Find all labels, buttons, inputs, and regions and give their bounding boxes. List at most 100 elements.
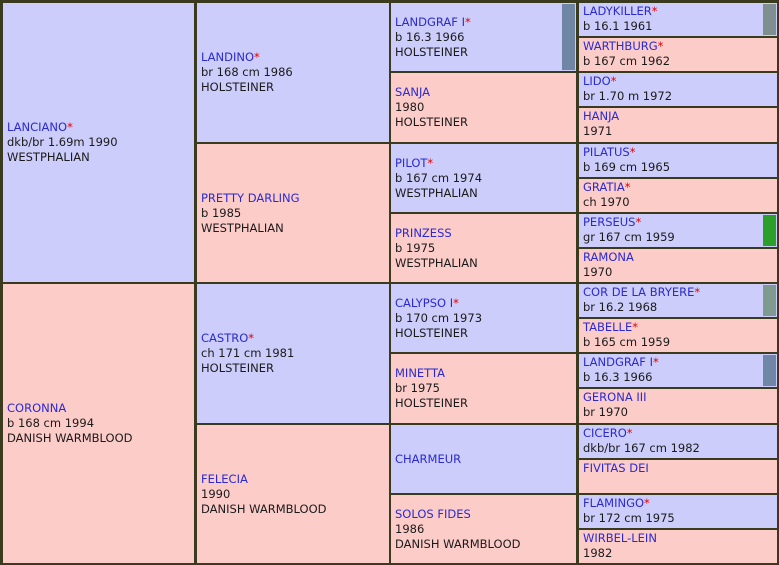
horse-name-link[interactable]: FIVITAS DEI	[583, 461, 649, 475]
horse-info: PRETTY DARLING b 1985 WESTPHALIAN	[201, 191, 300, 236]
horse-cell-warthburg: WARTHBURG* b 167 cm 1962	[579, 38, 777, 71]
star-icon: *	[626, 426, 633, 440]
star-icon: *	[635, 215, 642, 229]
horse-name-link[interactable]: SANJA	[395, 85, 431, 99]
star-icon: *	[632, 320, 638, 334]
horse-name-link[interactable]: WARTHBURG	[583, 39, 658, 53]
horse-details: 1970	[583, 265, 613, 279]
horse-details: br 168 cm 1986	[201, 65, 293, 79]
horse-info: HANJA 1971	[583, 109, 619, 139]
horse-details: br 16.2 1968	[583, 300, 658, 314]
horse-name-link[interactable]: CHARMEUR	[395, 452, 462, 466]
horse-name-link[interactable]: LIDO	[583, 74, 611, 88]
horse-name-link[interactable]: CALYPSO I	[395, 296, 454, 310]
horse-details: 1971	[583, 124, 613, 138]
horse-breed: HOLSTEINER	[201, 361, 274, 375]
horse-info: CALYPSO I* b 170 cm 1973 HOLSTEINER	[395, 296, 482, 341]
horse-cell-calypso-i: CALYPSO I* b 170 cm 1973 HOLSTEINER	[391, 284, 576, 352]
horse-cell-lanciano: LANCIANO* dkb/br 1.69m 1990 WESTPHALIAN	[3, 3, 194, 282]
horse-cell-ladykiller: LADYKILLER* b 16.1 1961	[579, 3, 777, 36]
horse-info: FLAMINGO* br 172 cm 1975	[583, 496, 675, 526]
horse-details: ch 1970	[583, 195, 630, 209]
horse-name-link[interactable]: COR DE LA BRYERE	[583, 285, 695, 299]
horse-breed: WESTPHALIAN	[7, 150, 90, 164]
horse-name-link[interactable]: FLAMINGO	[583, 496, 645, 510]
horse-name-link[interactable]: CORONNA	[7, 401, 67, 415]
horse-info: LADYKILLER* b 16.1 1961	[583, 4, 658, 34]
horse-name-link[interactable]: SOLOS FIDES	[395, 507, 471, 521]
horse-details: b 165 cm 1959	[583, 335, 671, 349]
color-marker	[763, 215, 776, 246]
color-marker	[562, 4, 575, 70]
star-icon: *	[694, 285, 701, 299]
horse-breed: DANISH WARMBLOOD	[395, 537, 521, 551]
horse-info: PILATUS* b 169 cm 1965	[583, 145, 670, 175]
horse-name-link[interactable]: PILATUS	[583, 145, 630, 159]
horse-details: b 170 cm 1973	[395, 311, 483, 325]
horse-name-link[interactable]: LANDINO	[201, 50, 255, 64]
horse-info: LIDO* br 1.70 m 1972	[583, 74, 672, 104]
horse-details: b 1975	[395, 241, 436, 255]
horse-details: b 16.3 1966	[583, 370, 653, 384]
horse-name-link[interactable]: HANJA	[583, 109, 620, 123]
horse-name-link[interactable]: LADYKILLER	[583, 4, 652, 18]
horse-name-link[interactable]: PRETTY DARLING	[201, 191, 300, 205]
horse-cell-gerona-iii: GERONA III br 1970	[579, 389, 777, 423]
horse-details: br 1.70 m 1972	[583, 89, 673, 103]
horse-name-link[interactable]: WIRBEL-LEIN	[583, 531, 657, 545]
horse-name-link[interactable]: CASTRO	[201, 331, 249, 345]
horse-name-link[interactable]: LANDGRAF I	[583, 355, 653, 369]
horse-name-link[interactable]: PERSEUS	[583, 215, 636, 229]
star-icon: *	[610, 74, 617, 88]
horse-name-link[interactable]: LANCIANO	[7, 120, 68, 134]
horse-details: b 168 cm 1994	[7, 416, 95, 430]
star-icon: *	[651, 4, 658, 18]
horse-info: LANDGRAF I* b 16.3 1966 HOLSTEINER	[395, 15, 471, 60]
horse-info: PRINZESS b 1975 WESTPHALIAN	[395, 226, 478, 271]
horse-cell-felecia: FELECIA 1990 DANISH WARMBLOOD	[197, 425, 389, 563]
horse-cell-solos-fides: SOLOS FIDES 1986 DANISH WARMBLOOD	[391, 495, 576, 563]
horse-details: 1982	[583, 546, 613, 560]
horse-cell-perseus: PERSEUS* gr 167 cm 1959	[579, 214, 777, 247]
horse-name-link[interactable]: PRINZESS	[395, 226, 452, 240]
horse-name-link[interactable]: PILOT	[395, 156, 428, 170]
star-icon: *	[657, 39, 664, 53]
horse-name-link[interactable]: CICERO	[583, 426, 627, 440]
horse-name-link[interactable]: GERONA III	[583, 390, 647, 404]
horse-cell-cor-de-la-bryere: COR DE LA BRYERE* br 16.2 1968	[579, 284, 777, 317]
horse-details: b 16.3 1966	[395, 30, 465, 44]
horse-cell-sanja: SANJA 1980 HOLSTEINER	[391, 73, 576, 142]
horse-name-link[interactable]: FELECIA	[201, 472, 248, 486]
horse-info: CASTRO* ch 171 cm 1981 HOLSTEINER	[201, 331, 294, 376]
star-icon: *	[652, 355, 659, 369]
horse-info: CICERO* dkb/br 167 cm 1982	[583, 426, 700, 456]
horse-breed: DANISH WARMBLOOD	[201, 502, 327, 516]
horse-details: b 1985	[201, 206, 242, 220]
star-icon: *	[464, 15, 471, 29]
horse-cell-minetta: MINETTA br 1975 HOLSTEINER	[391, 354, 576, 423]
horse-breed: HOLSTEINER	[201, 80, 274, 94]
horse-info: MINETTA br 1975 HOLSTEINER	[395, 366, 468, 411]
horse-info: LANDGRAF I* b 16.3 1966	[583, 355, 659, 385]
horse-details: 1980	[395, 100, 425, 114]
horse-info: WIRBEL-LEIN 1982	[583, 531, 657, 561]
horse-name-link[interactable]: RAMONA	[583, 250, 634, 264]
horse-info: FIVITAS DEI	[583, 461, 649, 476]
horse-breed: WESTPHALIAN	[201, 221, 284, 235]
star-icon: *	[248, 331, 255, 345]
horse-info: GRATIA* ch 1970	[583, 180, 630, 210]
star-icon: *	[254, 50, 260, 64]
horse-name-link[interactable]: LANDGRAF I	[395, 15, 465, 29]
horse-details: br 172 cm 1975	[583, 511, 675, 525]
horse-name-link[interactable]: TABELLE	[583, 320, 633, 334]
horse-name-link[interactable]: GRATIA	[583, 180, 625, 194]
horse-name-link[interactable]: MINETTA	[395, 366, 446, 380]
horse-info: SOLOS FIDES 1986 DANISH WARMBLOOD	[395, 507, 520, 552]
horse-cell-coronna: CORONNA b 168 cm 1994 DANISH WARMBLOOD	[3, 284, 194, 563]
color-marker	[763, 4, 776, 35]
horse-info: RAMONA 1970	[583, 250, 634, 280]
horse-cell-castro: CASTRO* ch 171 cm 1981 HOLSTEINER	[197, 284, 389, 423]
horse-cell-hanja: HANJA 1971	[579, 108, 777, 142]
horse-cell-lido: LIDO* br 1.70 m 1972	[579, 73, 777, 106]
